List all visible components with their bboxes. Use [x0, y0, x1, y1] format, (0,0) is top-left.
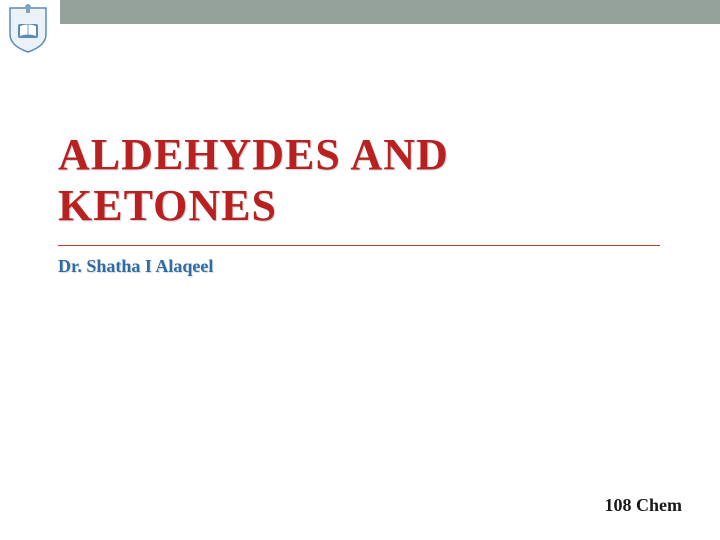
- slide-footer: 108 Chem: [605, 495, 683, 516]
- slide-title: ALDEHYDES AND KETONES: [58, 130, 660, 231]
- slide-subtitle: Dr. Shatha I Alaqeel: [58, 256, 660, 277]
- header-bar: [60, 0, 720, 24]
- slide-content: ALDEHYDES AND KETONES Dr. Shatha I Alaqe…: [58, 130, 660, 277]
- university-logo: [6, 4, 50, 54]
- shield-icon: [6, 4, 50, 54]
- title-divider: [58, 245, 660, 246]
